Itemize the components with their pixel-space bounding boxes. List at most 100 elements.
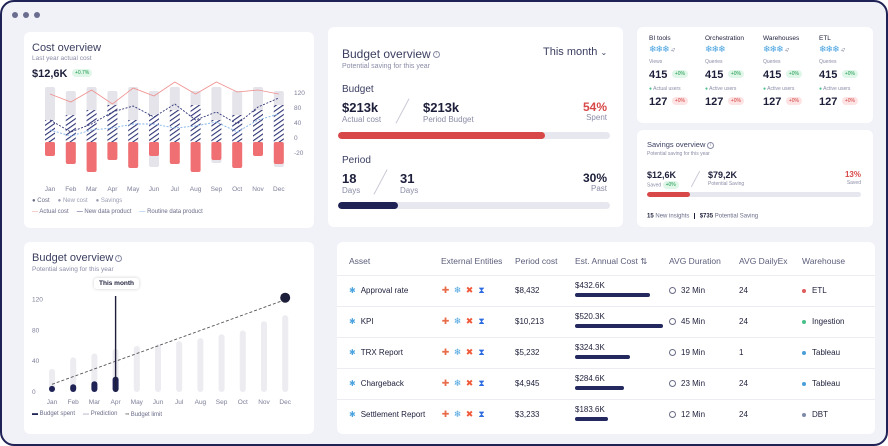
table-row[interactable]: ✱ KPI ✚ ❄ ✖ ⧗ $10,213 $520.3K 45 Min 24 Ingestion [337,306,875,337]
kpi-badge: +0% [727,96,744,105]
annual-cost-value: $520.3K [575,312,605,321]
savings-separator [690,170,701,188]
budget-chart-title-text: Budget overview [32,252,114,264]
tool-column[interactable]: BI tools ❄❄❄ +7 Views 415 +0% ● Actual users 1… [649,35,688,110]
tool-logos: ❄❄❄ +7 [763,44,802,55]
annual-cost-value: $284.6K [575,374,605,383]
cost-bar [273,142,284,164]
warehouse-dot [802,381,806,386]
tool-name: ETL [819,35,831,42]
tool-column[interactable]: Orchestration ❄❄❄ Queries 415 +0% ● Active u… [705,35,744,110]
legend-routine-label: Routine data product [147,209,203,215]
th-external-entities[interactable]: External Entities [441,256,503,266]
tools-card: BI tools ❄❄❄ +7 Views 415 +0% ● Actual users 1… [637,27,873,123]
assets-table-card: Asset External Entities Period cost Est.… [337,242,875,434]
annual-cost-bar [575,293,650,297]
info-icon[interactable]: i [432,51,440,59]
th-avg-daily[interactable]: AVG DailyEx [739,256,788,266]
divider [694,213,696,219]
actual-cost-line [49,81,279,105]
budget-chart: 120 80 40 0 Jan Feb Mar Apr May Jun Jul Aug Sep Oct No… [32,292,292,406]
th-asset[interactable]: Asset [349,256,371,266]
clock-icon [669,349,676,357]
period-cost-cell: $10,213 [515,317,544,326]
warehouse-dot [802,288,806,293]
month-label: Nov [252,186,264,193]
cost-bar [232,142,243,168]
insights-row[interactable]: 15 New insights $735 Potential Saving [647,213,758,220]
potential-total-label: Potential Saving [714,213,759,220]
kpi-badge: +0% [727,69,744,78]
tool-logo-icon: ❄❄❄ [705,44,726,54]
legend-actual-label: Actual cost [39,209,69,215]
table-row[interactable]: ✱ Chargeback ✚ ❄ ✖ ⧗ $4,945 $284.6K 23 Min 24 Tabl… [337,368,875,399]
entities-cell: ✚ ❄ ✖ ⧗ [441,286,489,295]
kpi-label: Views [649,59,663,65]
annual-cost-bar [575,386,624,390]
table-row[interactable]: ✱ TRX Report ✚ ❄ ✖ ⧗ $5,232 $324.3K 19 Min 1 Table… [337,337,875,368]
days-total-value: 31 [400,171,415,186]
asset-cell[interactable]: ✱ TRX Report [349,348,403,357]
saved-value: $12,6K [647,170,677,180]
annual-cost-bar [575,355,630,359]
asset-cell[interactable]: ✱ Chargeback [349,379,404,388]
legend-new-cost-label: New cost [62,198,88,204]
kpi-row: 415 +0% [819,65,858,83]
asset-icon: ✱ [349,348,356,357]
new-cost-bar [211,120,222,142]
period-progress-fill [338,202,398,209]
annual-cost-bar [575,324,663,328]
th-avg-duration[interactable]: AVG Duration [669,256,721,266]
tool-column[interactable]: Warehouses ❄❄❄ +7 Queries 415 +0% ● Active us… [763,35,802,110]
th-period-cost[interactable]: Period cost [515,256,558,266]
asset-cell[interactable]: ✱ Approval rate [349,286,408,295]
tool-logos: ❄❄❄ +7 [819,44,858,55]
period-select[interactable]: This month ⌄ [543,46,607,58]
insights-count: 15 [647,213,654,220]
daily-cell: 1 [739,348,744,357]
sort-icon[interactable]: ⇅ [640,256,648,266]
th-warehouse[interactable]: Warehouse [802,256,846,266]
month-label: Jun [153,399,164,406]
table-row[interactable]: ✱ Settlement Report ✚ ❄ ✖ ⧗ $3,233 $183.6K 12 Mi… [337,399,875,430]
asset-cell[interactable]: ✱ KPI [349,317,374,326]
window-dot[interactable] [34,12,40,18]
insights-label: New insights [655,213,690,220]
duration-value: 19 Min [681,348,706,357]
asset-name: TRX Report [360,348,403,357]
cost-legend-row1: ● Cost ● New cost ● Savings [32,198,122,204]
info-icon[interactable]: i [707,141,715,149]
dbt-icon: ✖ [465,285,474,295]
new-cost-bar [45,120,55,142]
tool-name: Orchestration [705,35,745,42]
cost-overview-value: $12,6K +0.7% [32,64,93,82]
asset-icon: ✱ [349,286,356,295]
tool-logo-icon: ❄❄❄ [819,44,840,54]
asset-icon: ✱ [349,379,356,388]
month-label: May [127,186,140,193]
right-tick: 120 [294,90,305,97]
kpi-label-text: Active users [823,86,851,92]
potential-saving-value: $79,2K [708,170,738,180]
asset-name: Approval rate [360,286,409,295]
window-dot[interactable] [12,12,18,18]
prediction-bar [282,315,289,392]
tool-column[interactable]: ETL ❄❄❄ +7 Queries 415 +0% ● Active users 127 … [819,35,858,110]
th-annual-cost[interactable]: Est. Annual Cost ⇅ [575,256,647,267]
kpi-row: 127 +0% [819,92,858,110]
asset-cell[interactable]: ✱ Settlement Report [349,410,425,419]
clock-icon [669,287,676,295]
info-icon[interactable]: i [115,254,123,262]
budget-section-label: Budget [342,84,374,95]
table-row[interactable]: ✱ Approval rate ✚ ❄ ✖ ⧗ $8,432 $432.6K 32 Min 24 E… [337,275,875,306]
annual-cost-cell: $520.3K [575,312,663,330]
duration-cell: 45 Min [669,317,705,326]
warehouse-cell: Tableau [802,348,840,357]
period-select-label: This month [543,46,598,58]
spent-pct: 54% [582,100,607,114]
limit-marker-icon[interactable] [280,292,291,303]
month-label: Nov [258,399,270,406]
window-dot[interactable] [23,12,29,18]
kpi-label-text: Active users [767,86,795,92]
daily-cell: 24 [739,286,748,295]
